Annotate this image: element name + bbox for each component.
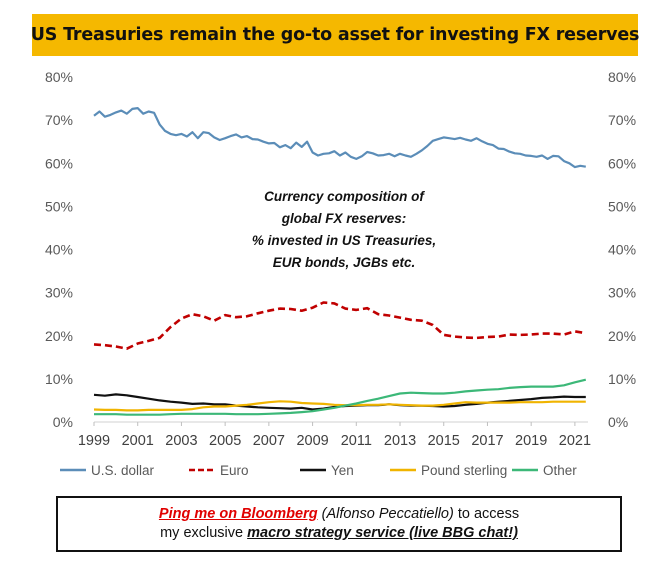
y-tick-label-left: 30% <box>45 285 73 301</box>
y-tick-label-left: 50% <box>45 198 73 214</box>
annotation-line: Currency composition of <box>264 189 425 204</box>
y-tick-label-right: 80% <box>608 69 636 85</box>
chart: 0% 10% 20% 30% 40% 50% 60% 70% 80% 0% 10% 20% 30% 40… <box>45 69 636 478</box>
y-tick-label-right: 0% <box>608 414 628 430</box>
x-tick-label: 2005 <box>209 433 241 449</box>
x-tick-label: 2007 <box>253 433 285 449</box>
annotation-line: EUR bonds, JGBs etc. <box>273 255 416 270</box>
bloomberg-link[interactable]: Ping me on Bloomberg <box>158 506 318 522</box>
x-tick-label: 1999 <box>78 433 110 449</box>
y-tick-label-left: 0% <box>53 414 73 430</box>
footer-line-1: Ping me on Bloomberg (Alfonso Peccatiell… <box>58 505 620 524</box>
x-tick-label: 2013 <box>384 433 416 449</box>
series-line-euro <box>93 301 587 351</box>
y-axis-left: 0% 10% 20% 30% 40% 50% 60% 70% 80% <box>45 69 73 430</box>
y-tick-label-right: 30% <box>608 285 636 301</box>
x-tick-label: 2009 <box>296 433 328 449</box>
annotation-line: % invested in US Treasuries, <box>252 233 436 248</box>
y-tick-label-right: 70% <box>608 112 636 128</box>
legend-label: U.S. dollar <box>91 463 155 478</box>
footer-text-2: my exclusive <box>160 525 248 541</box>
series-line-pound-sterling <box>93 400 586 412</box>
series-line-other <box>94 378 587 416</box>
y-tick-label-left: 40% <box>45 242 73 258</box>
chart-title: US Treasuries remain the go-to asset for… <box>30 25 640 45</box>
y-tick-label-left: 20% <box>45 328 73 344</box>
annotation-line: global FX reserves: <box>281 211 407 226</box>
series-layer <box>93 106 587 416</box>
y-tick-label-right: 40% <box>608 242 636 258</box>
legend-label: Other <box>543 463 577 478</box>
y-tick-label-left: 60% <box>45 155 73 171</box>
y-tick-label-right: 10% <box>608 371 636 387</box>
title-banner: US Treasuries remain the go-to asset for… <box>30 14 640 56</box>
author-name: (Alfonso Peccatiello) <box>317 506 454 522</box>
y-tick-label-left: 80% <box>45 69 73 85</box>
x-tick-label: 2015 <box>428 433 460 449</box>
x-tick-label: 2019 <box>515 433 547 449</box>
chart-annotation: Currency composition of global FX reserve… <box>252 189 436 270</box>
service-link[interactable]: macro strategy service (live BBG chat!) <box>247 525 518 541</box>
footer-callout: Ping me on Bloomberg (Alfonso Peccatiell… <box>56 496 622 552</box>
x-tick-label: 2003 <box>165 433 197 449</box>
x-axis: 1999 2001 2003 2005 2007 2009 2011 2013 2015 2017… <box>78 422 591 449</box>
y-tick-label-right: 60% <box>608 155 636 171</box>
x-tick-label: 2001 <box>122 433 154 449</box>
x-tick-label: 2021 <box>559 433 591 449</box>
series-line-u-s-dollar <box>93 106 586 169</box>
y-tick-label-right: 20% <box>608 328 636 344</box>
y-tick-label-right: 50% <box>608 198 636 214</box>
x-tick-label: 2017 <box>471 433 503 449</box>
legend-label: Yen <box>331 463 354 478</box>
y-tick-label-left: 10% <box>45 371 73 387</box>
x-tick-label: 2011 <box>341 433 372 449</box>
y-tick-label-left: 70% <box>45 112 73 128</box>
footer-line-2: my exclusive macro strategy service (liv… <box>58 524 620 543</box>
legend: U.S. dollar Euro Yen Pound sterling Other <box>60 463 577 478</box>
footer-text-1: to access <box>453 506 520 522</box>
y-axis-right: 0% 10% 20% 30% 40% 50% 60% 70% 80% <box>608 69 636 430</box>
legend-label: Pound sterling <box>421 463 507 478</box>
legend-label: Euro <box>220 463 249 478</box>
